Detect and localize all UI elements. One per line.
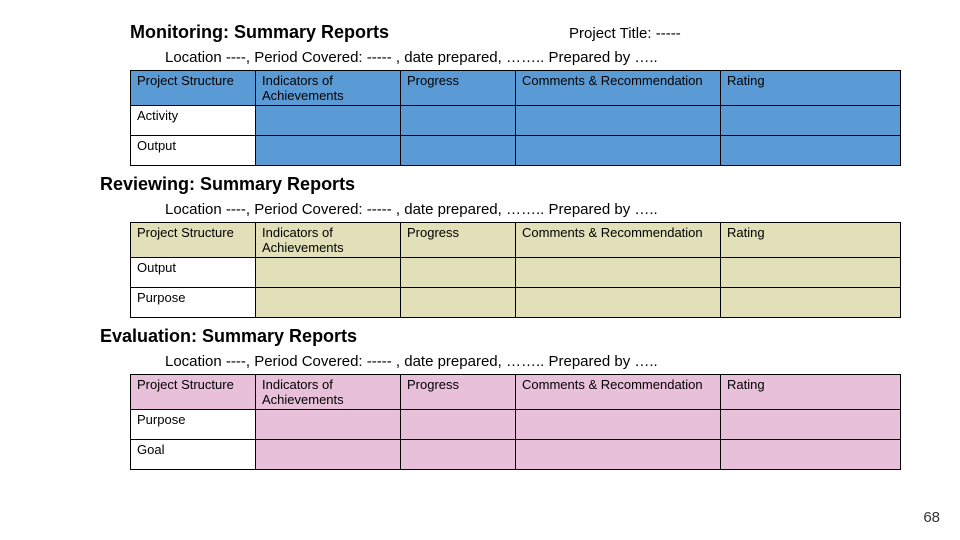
col-progress: Progress xyxy=(401,375,516,410)
col-indicators: Indicators of Achievements xyxy=(256,375,401,410)
cell xyxy=(256,410,401,440)
cell xyxy=(516,288,721,318)
col-rating: Rating xyxy=(721,223,901,258)
cell xyxy=(721,258,901,288)
col-comments: Comments & Recommendation xyxy=(516,71,721,106)
cell xyxy=(516,410,721,440)
table-row: Purpose xyxy=(131,410,901,440)
page-number: 68 xyxy=(923,509,940,526)
row-label: Output xyxy=(131,136,256,166)
table-row: Output xyxy=(131,136,901,166)
col-progress: Progress xyxy=(401,71,516,106)
row-label: Output xyxy=(131,258,256,288)
col-rating: Rating xyxy=(721,375,901,410)
cell xyxy=(256,106,401,136)
evaluation-subline: Location ----, Period Covered: ----- , d… xyxy=(165,353,930,370)
cell xyxy=(256,258,401,288)
table-row: Purpose xyxy=(131,288,901,318)
col-rating: Rating xyxy=(721,71,901,106)
project-title: Project Title: ----- xyxy=(569,25,681,42)
cell xyxy=(401,258,516,288)
col-comments: Comments & Recommendation xyxy=(516,223,721,258)
cell xyxy=(721,136,901,166)
col-project-structure: Project Structure xyxy=(131,375,256,410)
reviewing-subline: Location ----, Period Covered: ----- , d… xyxy=(165,201,930,218)
cell xyxy=(721,106,901,136)
cell xyxy=(256,288,401,318)
monitoring-subline: Location ----, Period Covered: ----- , d… xyxy=(165,49,930,66)
row-label: Purpose xyxy=(131,410,256,440)
row-label: Activity xyxy=(131,106,256,136)
cell xyxy=(401,410,516,440)
col-project-structure: Project Structure xyxy=(131,223,256,258)
cell xyxy=(401,136,516,166)
cell xyxy=(516,440,721,470)
col-comments: Comments & Recommendation xyxy=(516,375,721,410)
evaluation-heading: Evaluation: Summary Reports xyxy=(100,326,930,347)
monitoring-table: Project Structure Indicators of Achievem… xyxy=(130,70,901,166)
cell xyxy=(401,440,516,470)
cell xyxy=(256,440,401,470)
evaluation-table: Project Structure Indicators of Achievem… xyxy=(130,374,901,470)
table-row: Goal xyxy=(131,440,901,470)
cell xyxy=(721,410,901,440)
cell xyxy=(516,258,721,288)
cell xyxy=(721,440,901,470)
col-indicators: Indicators of Achievements xyxy=(256,223,401,258)
cell xyxy=(516,136,721,166)
monitoring-heading-row: Monitoring: Summary Reports Project Titl… xyxy=(130,22,930,43)
col-indicators: Indicators of Achievements xyxy=(256,71,401,106)
cell xyxy=(721,288,901,318)
monitoring-heading: Monitoring: Summary Reports xyxy=(130,22,389,43)
table-row: Output xyxy=(131,258,901,288)
reviewing-table: Project Structure Indicators of Achievem… xyxy=(130,222,901,318)
cell xyxy=(401,288,516,318)
col-project-structure: Project Structure xyxy=(131,71,256,106)
reviewing-heading: Reviewing: Summary Reports xyxy=(100,174,930,195)
row-label: Purpose xyxy=(131,288,256,318)
slide-content: Monitoring: Summary Reports Project Titl… xyxy=(0,0,960,470)
cell xyxy=(516,106,721,136)
table-row: Activity xyxy=(131,106,901,136)
cell xyxy=(256,136,401,166)
col-progress: Progress xyxy=(401,223,516,258)
row-label: Goal xyxy=(131,440,256,470)
cell xyxy=(401,106,516,136)
